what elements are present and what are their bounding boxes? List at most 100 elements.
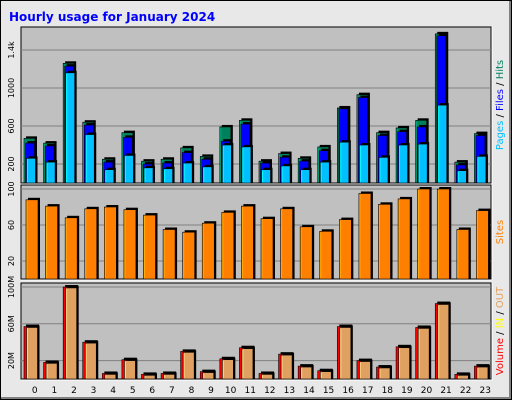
bar-sites-hour-9 <box>201 221 217 280</box>
x-tick-label-hour-8: 8 <box>189 386 195 396</box>
panel-hits-files-pages: 200 600 1000 1.4k <box>7 26 493 185</box>
bar-out-hour-15 <box>319 369 334 380</box>
x-tick-label-hour-6: 6 <box>149 386 155 396</box>
legend-entry: / <box>495 328 506 338</box>
panel-background <box>20 282 492 380</box>
bar-pages-hour-16 <box>339 140 351 184</box>
bar-out-hour-21 <box>437 302 451 380</box>
bar-out-hour-17 <box>359 359 373 380</box>
chart-panels: 200 600 1000 1.4k 20 60 100 20M 60M 100M <box>7 26 493 381</box>
bar-pages-hour-5 <box>124 153 136 184</box>
y-tick-label: 20M <box>7 352 16 369</box>
bar-face <box>202 372 215 380</box>
bar-face <box>124 360 136 380</box>
bar-pages-hour-6 <box>143 165 155 184</box>
bar-pages-hour-22 <box>457 168 469 184</box>
x-tick-label-hour-13: 13 <box>284 386 295 396</box>
legend-pages-files-hits: Pages / Files / Hits <box>495 60 506 150</box>
bar-sites-hour-5 <box>123 207 138 280</box>
bar-face <box>457 170 467 184</box>
bar-face <box>476 210 489 280</box>
legend-entry: / <box>495 308 506 318</box>
x-tick-label-hour-19: 19 <box>401 386 413 396</box>
bar-pages-hour-23 <box>476 154 488 184</box>
bar-face <box>64 217 78 280</box>
category-labels: 0 1 2 3 4 5 6 7 8 9 10 11 12 13 14 15 16 17 18 19 20 21 22 23 <box>32 386 491 396</box>
bar-face <box>162 229 176 280</box>
x-tick-label-hour-15: 15 <box>323 386 334 396</box>
bar-face <box>319 161 330 184</box>
bar-out-hour-19 <box>398 345 412 380</box>
bar-pages-hour-13 <box>280 163 293 184</box>
legend-entry: / <box>495 111 506 121</box>
bar-sites-hour-2 <box>64 215 80 280</box>
bar-face <box>261 169 271 184</box>
bar-face <box>241 146 252 184</box>
chart-title: Hourly usage for January 2024 <box>9 10 215 24</box>
bar-pages-hour-7 <box>163 166 175 184</box>
bar-sites-hour-21 <box>436 187 452 280</box>
x-tick-label-hour-2: 2 <box>71 386 77 396</box>
bar-out-hour-10 <box>222 357 236 380</box>
bar-face <box>280 165 291 184</box>
legend-entry: Pages <box>495 121 506 150</box>
bar-face <box>280 208 293 280</box>
bar-face <box>65 72 75 184</box>
bar-face <box>104 374 117 380</box>
bar-out-hour-0 <box>26 325 40 380</box>
bar-face <box>378 367 391 380</box>
y-tick-label: 1000 <box>7 78 16 98</box>
bar-sites-hour-3 <box>84 206 99 280</box>
x-tick-label-hour-11: 11 <box>244 386 255 396</box>
bar-sites-hour-23 <box>476 208 491 280</box>
bar-out-hour-12 <box>261 372 275 380</box>
bar-sites-hour-18 <box>378 202 393 280</box>
legend-entry: Sites <box>495 220 506 244</box>
bar-out-hour-11 <box>241 346 255 380</box>
x-tick-label-hour-7: 7 <box>169 386 175 396</box>
panel-background <box>20 26 492 184</box>
legend-entry: OUT <box>495 286 506 308</box>
x-tick-label-hour-20: 20 <box>421 386 433 396</box>
bar-face <box>359 361 371 380</box>
bar-face <box>143 375 156 380</box>
bar-face <box>397 198 411 280</box>
bar-out-hour-7 <box>163 372 177 380</box>
bar-face <box>280 354 293 380</box>
bar-pages-hour-20 <box>417 142 430 184</box>
bar-face <box>84 342 97 380</box>
legend-entry: Volume <box>495 338 506 375</box>
bar-pages-hour-18 <box>378 155 390 184</box>
legend-entry: Hits <box>495 60 506 79</box>
x-tick-label-hour-3: 3 <box>91 386 97 396</box>
x-tick-label-hour-18: 18 <box>382 386 394 396</box>
bar-face <box>241 205 254 280</box>
legend-entry: Files <box>495 89 506 111</box>
bar-face <box>476 366 489 380</box>
bar-face <box>104 206 117 280</box>
x-tick-label-hour-0: 0 <box>32 386 38 396</box>
bar-face <box>143 214 156 280</box>
bar-face <box>261 374 273 380</box>
bar-face <box>398 144 408 184</box>
bar-face <box>45 205 58 280</box>
legend-entry: / <box>495 79 506 89</box>
bar-sites-hour-10 <box>221 210 236 280</box>
bar-out-hour-5 <box>124 358 138 380</box>
bar-face <box>437 304 450 380</box>
bar-face <box>123 209 137 280</box>
bar-face <box>398 347 410 380</box>
bar-pages-hour-2 <box>65 70 77 184</box>
bar-face <box>104 169 115 184</box>
bar-face <box>339 219 352 280</box>
bar-out-hour-1 <box>45 361 60 380</box>
bar-face <box>260 218 274 280</box>
bar-sites-hour-6 <box>143 213 158 280</box>
bar-pages-hour-12 <box>261 167 273 184</box>
x-tick-label-hour-22: 22 <box>460 386 471 396</box>
bar-face <box>339 141 350 184</box>
bar-face <box>358 193 372 280</box>
x-tick-label-hour-16: 16 <box>342 386 354 396</box>
bar-face <box>26 158 36 184</box>
x-tick-label-hour-23: 23 <box>479 386 490 396</box>
